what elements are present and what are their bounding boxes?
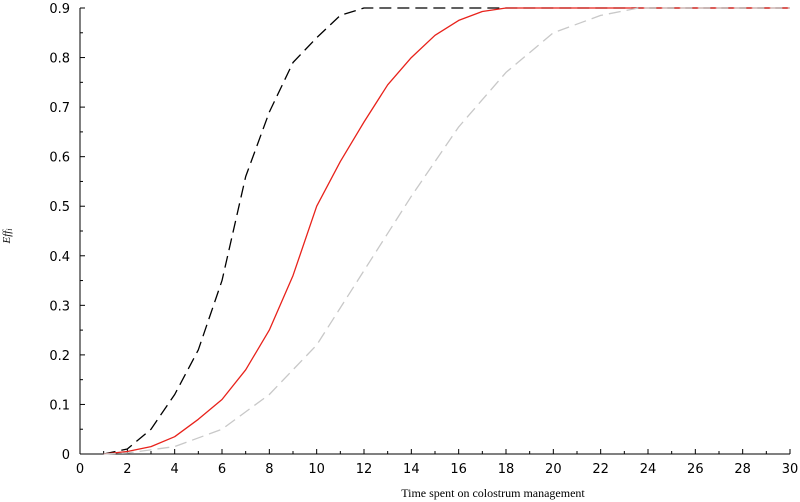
x-tick-label: 18 xyxy=(498,462,515,477)
y-tick-label: 0.4 xyxy=(49,250,70,265)
series-line-1 xyxy=(103,7,790,455)
x-tick-label: 28 xyxy=(734,462,751,477)
y-tick-label: 0.1 xyxy=(49,398,70,413)
x-tick-label: 2 xyxy=(123,462,131,477)
y-tick-label: 0.7 xyxy=(49,101,70,116)
x-tick-label: 30 xyxy=(782,462,799,477)
x-ticks: 0 2 4 6 8 10 12 14 16 18 20 22 24 26 28 30 xyxy=(76,449,798,477)
x-tick-label: 22 xyxy=(592,462,609,477)
x-tick-label: 4 xyxy=(171,462,179,477)
x-tick-label: 8 xyxy=(265,462,273,477)
y-tick-label: 0.2 xyxy=(49,349,70,364)
x-tick-label: 16 xyxy=(450,462,467,477)
y-tick-label: 0.5 xyxy=(49,200,70,215)
x-tick-label: 14 xyxy=(403,462,420,477)
x-tick-label: 0 xyxy=(76,462,84,477)
x-tick-label: 6 xyxy=(218,462,226,477)
y-tick-label: 0.8 xyxy=(49,52,70,67)
y-tick-label: 0.3 xyxy=(49,299,70,314)
x-tick-label: 26 xyxy=(687,462,704,477)
x-axis-title: Time spent on colostrum management xyxy=(401,486,585,500)
x-tick-label: 12 xyxy=(356,462,373,477)
y-tick-label: 0.9 xyxy=(49,2,70,17)
y-tick-label: 0 xyxy=(62,448,70,463)
y-tick-label: 0.6 xyxy=(49,151,70,166)
y-axis-title-subscript: i xyxy=(5,228,14,230)
x-tick-label: 24 xyxy=(640,462,657,477)
y-axis-title-main: Eff xyxy=(1,229,13,245)
x-tick-label: 20 xyxy=(545,462,562,477)
series-line-2 xyxy=(103,7,790,455)
y-axis-title: Effi xyxy=(1,228,14,244)
x-tick-label: 10 xyxy=(308,462,325,477)
series-group xyxy=(103,7,790,455)
series-line-3 xyxy=(103,7,790,455)
plot-area: 0 2 4 6 8 10 12 14 16 18 20 22 24 26 28 30 00.10.20.30.… xyxy=(49,2,798,477)
y-ticks: 0 0.1 0.2 0.3 0.4 0.5 0.6 0.7 0.8 0.9 xyxy=(49,2,85,463)
